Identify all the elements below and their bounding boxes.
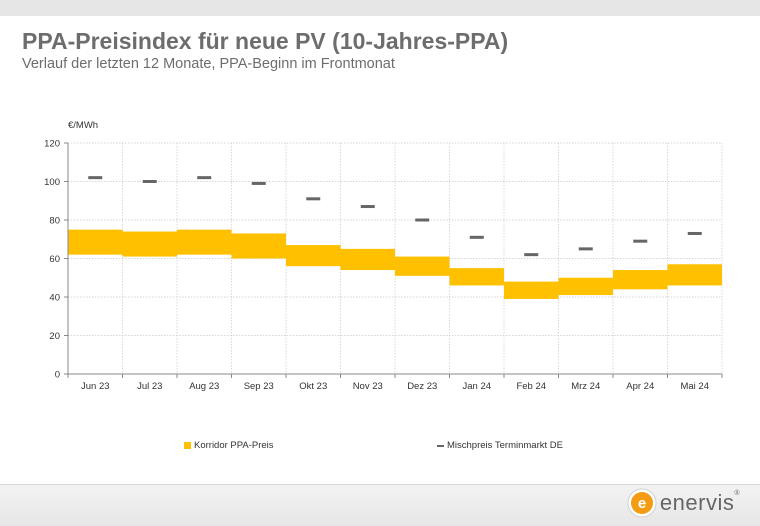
corridor-bar [286, 245, 341, 267]
legend-corridor-label: Korridor PPA-Preis [194, 440, 274, 451]
x-tick-label: Aug 23 [189, 381, 219, 392]
x-tick-label: Mrz 24 [571, 381, 600, 392]
x-tick-label: Sep 23 [244, 381, 274, 392]
corridor-bar [449, 268, 504, 286]
mix-price-marker [360, 205, 375, 209]
page-title: PPA-Preisindex für neue PV (10-Jahres-PP… [22, 28, 509, 54]
corridor-bar [177, 229, 232, 255]
enervis-logo: e enervis® [627, 488, 740, 518]
y-tick-label: 0 [55, 370, 60, 381]
corridor-bar [504, 281, 559, 299]
y-tick-label: 100 [44, 177, 60, 188]
logo-letter: e [638, 495, 646, 512]
corridor-bar [395, 256, 450, 276]
corridor-bar [231, 233, 286, 259]
corridor-bar [667, 264, 722, 286]
corridor-bar [340, 248, 395, 271]
ppa-price-chart: €/MWh 0 20 40 60 80 100 120 Jun 23 Jul 23 Aug 23 S… [44, 120, 723, 392]
logo-badge-icon: e [627, 488, 657, 518]
mix-price-marker [687, 231, 702, 235]
x-tick-label: Jul 23 [137, 381, 162, 392]
y-tick-label: 80 [49, 216, 60, 227]
mix-price-marker [251, 181, 266, 185]
legend-corridor-swatch [184, 442, 191, 449]
logo-wordmark: enervis® [660, 490, 740, 516]
legend-mix-price-swatch [437, 444, 444, 447]
corridor-bar [558, 277, 613, 296]
logo-name: enervis [659, 490, 735, 515]
y-tick-label: 120 [44, 139, 60, 150]
y-tick-label: 40 [49, 293, 60, 304]
mix-price-marker [415, 218, 430, 222]
x-tick-label: Dez 23 [407, 381, 437, 392]
legend-mix-price-label: Mischpreis Terminmarkt DE [447, 440, 563, 451]
mix-price-marker [469, 235, 484, 239]
x-tick-label: Apr 24 [626, 381, 654, 392]
x-tick-label: Okt 23 [299, 381, 327, 392]
mix-price-marker [142, 180, 157, 183]
mix-price-marker [88, 176, 103, 180]
x-tick-label: Mai 24 [680, 381, 709, 392]
y-tick-label: 60 [49, 254, 60, 265]
mix-price-marker [197, 176, 212, 180]
x-tick-label: Nov 23 [353, 381, 383, 392]
mix-price-marker [578, 247, 593, 251]
legend-item-corridor: Korridor PPA-Preis [184, 440, 274, 451]
x-tick-label: Feb 24 [516, 381, 546, 392]
x-tick-label: Jan 24 [462, 381, 491, 392]
mix-price-marker [633, 239, 648, 243]
mix-price-marker [524, 253, 539, 257]
logo-registered-mark: ® [734, 490, 740, 497]
top-bar [0, 0, 760, 16]
legend-item-mix-price: Mischpreis Terminmarkt DE [437, 440, 563, 451]
corridor-bar [122, 231, 177, 257]
corridor-bar [613, 270, 668, 290]
y-axis-label: €/MWh [68, 120, 98, 131]
y-tick-label: 20 [49, 331, 60, 342]
mix-price-marker [306, 197, 321, 201]
corridor-bar [68, 229, 123, 255]
page-subtitle: Verlauf der letzten 12 Monate, PPA-Begin… [22, 56, 395, 72]
x-tick-label: Jun 23 [81, 381, 110, 392]
